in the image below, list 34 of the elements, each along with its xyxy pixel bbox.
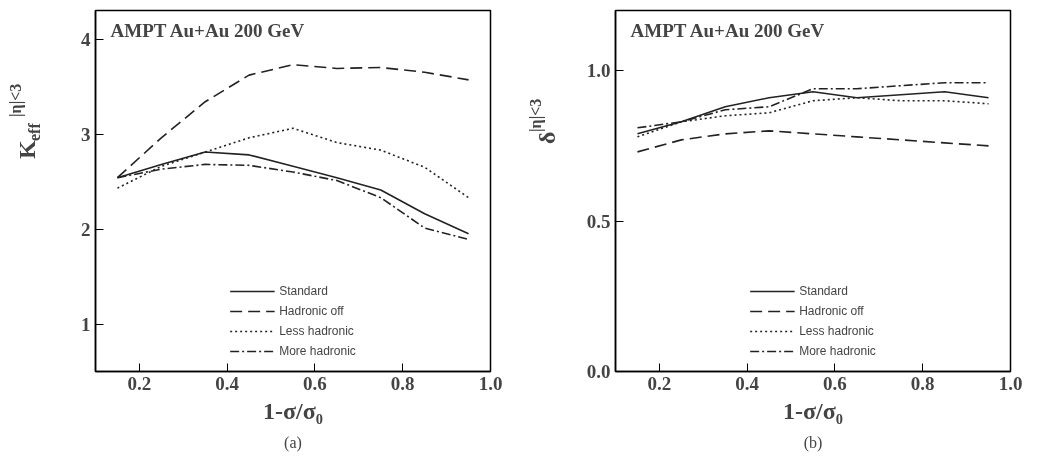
y-tick-label: 4	[81, 28, 91, 50]
legend-label: Hadronic off	[279, 304, 344, 318]
x-tick-label: 0.8	[910, 372, 935, 394]
x-tick-label: 0.4	[215, 372, 240, 394]
text: AMPT Au+Au 200 GeV	[630, 19, 825, 41]
y-tick-label: 0.5	[586, 210, 611, 232]
legend-label: Standard	[799, 284, 848, 298]
x-axis-title: 1-σ/σ₀	[263, 397, 323, 424]
line-series	[636, 130, 990, 153]
y-tick-label: 1	[81, 313, 91, 335]
legend-label: More hadronic	[799, 344, 876, 358]
legend-label: Hadronic off	[799, 304, 864, 318]
legend-label: Less hadronic	[279, 324, 354, 338]
legend-label: Standard	[279, 284, 328, 298]
x-tick-label: 0.6	[303, 372, 327, 394]
x-tick-label: 0.6	[823, 372, 847, 394]
legend-label: More hadronic	[279, 344, 356, 358]
x-tick-label: 0.4	[735, 372, 760, 394]
y-tick-label: 2	[81, 218, 91, 240]
x-tick-label: 0.8	[390, 372, 415, 394]
x-tick-label: 1.0	[998, 372, 1023, 394]
y-tick-label: 0.0	[586, 361, 611, 382]
y-axis-title: δ|η|<3	[527, 98, 560, 144]
x-tick-label: 0.2	[647, 372, 672, 394]
legend-label: Less hadronic	[799, 324, 874, 338]
x-axis-title: 1-σ/σ₀	[783, 397, 843, 424]
chart-title: AMPT Au+Au 200 GeV	[110, 19, 305, 41]
x-tick-label: 0.2	[127, 372, 152, 394]
x-tick-label: 1.0	[478, 372, 503, 394]
y-tick-label: 3	[81, 123, 91, 145]
y-tick-label: 1.0	[586, 60, 611, 82]
y-axis-title: Keff|η|<3	[7, 83, 43, 159]
text: (b)	[803, 433, 823, 452]
text: (a)	[284, 433, 302, 452]
